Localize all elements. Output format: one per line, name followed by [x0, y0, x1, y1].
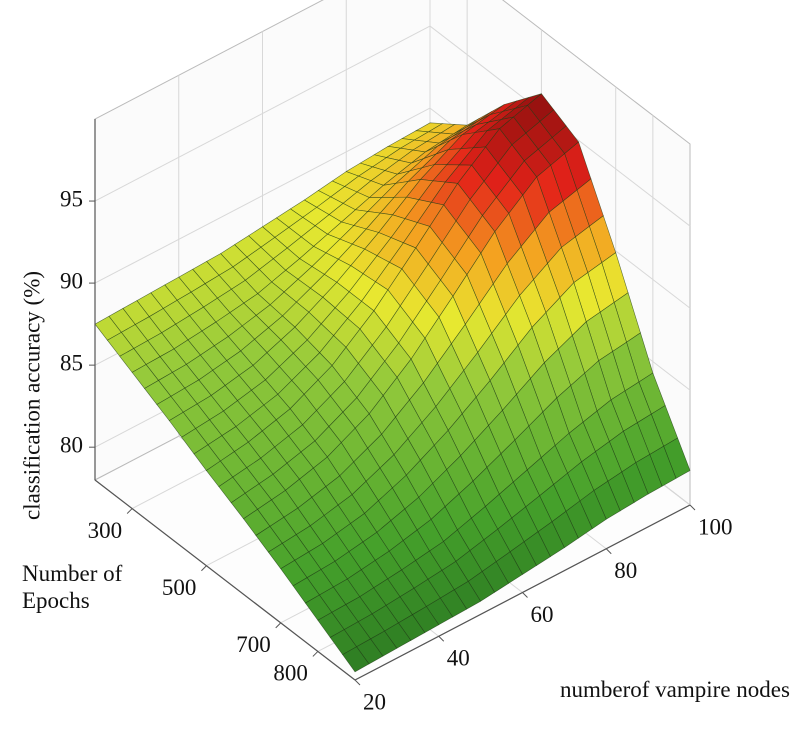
z-axis-label: classification accuracy (%): [19, 270, 45, 521]
tick-mark: [312, 651, 319, 657]
tick-mark: [522, 592, 528, 598]
axis-line: [94, 479, 356, 681]
y-tick-label: 500: [162, 575, 197, 600]
tick-mark: [605, 548, 612, 555]
tick-mark: [126, 508, 133, 514]
x-tick-label: 20: [363, 689, 386, 714]
z-tick-label: 85: [60, 350, 83, 375]
y-tick-label: 700: [236, 632, 271, 657]
y-tick-label: 300: [88, 518, 123, 543]
tick-mark: [438, 635, 445, 642]
x-tick-label: 60: [531, 602, 554, 627]
tick-mark: [275, 622, 282, 629]
surface-patch: [342, 646, 370, 673]
y-axis-label: Number of Epochs: [22, 561, 123, 613]
x-tick-label: 80: [614, 558, 637, 583]
tick-mark: [201, 565, 207, 572]
tick-mark: [689, 504, 696, 511]
z-tick-label: 90: [60, 268, 83, 293]
y-tick-label: 800: [273, 661, 308, 686]
x-tick-label: 100: [698, 514, 733, 539]
z-tick-label: 95: [60, 186, 83, 211]
z-tick-label: 80: [60, 432, 83, 457]
x-axis-label: numberof vampire nodes: [560, 677, 790, 702]
tick-mark: [354, 679, 361, 686]
x-tick-label: 40: [447, 646, 470, 671]
